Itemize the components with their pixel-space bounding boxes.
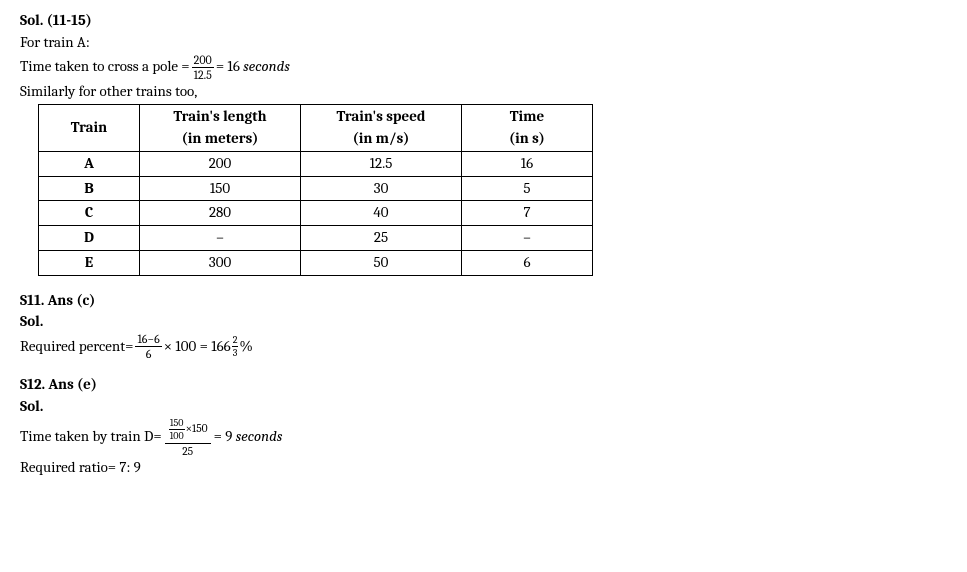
answer-heading: S11. Ans (c) — [20, 290, 947, 312]
denominator: 3 — [232, 347, 239, 358]
table-cell: 6 — [462, 250, 593, 275]
train-table: Train Train's length (in meters) Train's… — [38, 104, 593, 275]
fraction: 16−6 6 — [135, 333, 161, 360]
header-text: Time — [510, 107, 545, 125]
table-header-row: Train Train's length (in meters) Train's… — [39, 105, 593, 152]
table-cell: E — [39, 250, 140, 275]
header-time: Time (in s) — [462, 105, 593, 152]
text-line: For train A: — [20, 32, 947, 54]
percent-sign: % — [239, 336, 252, 358]
table-cell: 300 — [140, 250, 301, 275]
table-cell: 16 — [462, 151, 593, 176]
numerator: 200 — [192, 54, 214, 68]
table-cell: 5 — [462, 176, 593, 201]
table-row: A20012.516 — [39, 151, 593, 176]
header-speed: Train's speed (in m/s) — [301, 105, 462, 152]
label: Time taken to cross a pole = — [20, 56, 190, 78]
sol-label: Sol. — [20, 311, 947, 333]
header-text: Train's speed — [337, 107, 426, 125]
inner-den: 100 — [169, 430, 185, 441]
table-cell: 150 — [140, 176, 301, 201]
table-cell: 25 — [301, 226, 462, 251]
unit: seconds — [243, 56, 290, 78]
table-row: C280407 — [39, 201, 593, 226]
inner-fraction: 150 100 — [169, 418, 185, 441]
label: Time taken by train D= — [20, 426, 162, 448]
table-cell: 12.5 — [301, 151, 462, 176]
s11-equation: Required percent= 16−6 6 × 100 = 166 2 3… — [20, 333, 947, 360]
denominator: 6 — [135, 347, 161, 360]
ratio-line: Required ratio= 7: 9 — [20, 457, 947, 479]
header-text: Train's length — [173, 107, 266, 125]
table-cell: C — [39, 201, 140, 226]
header-subtext: (in s) — [509, 129, 545, 147]
s12-block: S12. Ans (e) Sol. Time taken by train D=… — [20, 374, 947, 479]
solution-heading: Sol. (11-15) — [20, 10, 947, 32]
header-train: Train — [39, 105, 140, 152]
table-cell: B — [39, 176, 140, 201]
table-row: D–25– — [39, 226, 593, 251]
header-length: Train's length (in meters) — [140, 105, 301, 152]
header-subtext: (in meters) — [182, 129, 259, 147]
equation-middle: × 100 = 166 — [164, 336, 231, 358]
pole-cross-equation: Time taken to cross a pole = 200 12.5 = … — [20, 54, 947, 81]
table-cell: 30 — [301, 176, 462, 201]
table-row: B150305 — [39, 176, 593, 201]
equals-value: = 9 — [214, 426, 233, 448]
unit: seconds — [236, 426, 283, 448]
sol-label: Sol. — [20, 396, 947, 418]
complex-fraction: 150 100 ×150 25 — [165, 418, 211, 458]
mixed-fraction: 2 3 — [232, 335, 239, 358]
denominator: 12.5 — [192, 68, 214, 81]
header-subtext: (in m/s) — [353, 129, 410, 147]
s11-block: S11. Ans (c) Sol. Required percent= 16−6… — [20, 290, 947, 361]
label: Required percent= — [20, 336, 133, 358]
s12-equation: Time taken by train D= 150 100 ×150 25 =… — [20, 418, 947, 458]
fraction: 200 12.5 — [192, 54, 214, 81]
table-cell: 7 — [462, 201, 593, 226]
outer-numerator: 150 100 ×150 — [165, 418, 211, 444]
table-cell: D — [39, 226, 140, 251]
table-cell: 40 — [301, 201, 462, 226]
table-cell: A — [39, 151, 140, 176]
numerator: 16−6 — [135, 333, 161, 347]
inner-num: 150 — [169, 418, 185, 430]
answer-heading: S12. Ans (e) — [20, 374, 947, 396]
numerator: 2 — [232, 335, 239, 347]
equals-value: = 16 — [216, 56, 240, 78]
outer-denominator: 25 — [165, 444, 211, 458]
table-row: E300506 — [39, 250, 593, 275]
table-cell: – — [140, 226, 301, 251]
mult-text: ×150 — [186, 422, 208, 435]
table-cell: – — [462, 226, 593, 251]
text-line: Similarly for other trains too, — [20, 81, 947, 103]
table-cell: 280 — [140, 201, 301, 226]
table-cell: 50 — [301, 250, 462, 275]
table-cell: 200 — [140, 151, 301, 176]
